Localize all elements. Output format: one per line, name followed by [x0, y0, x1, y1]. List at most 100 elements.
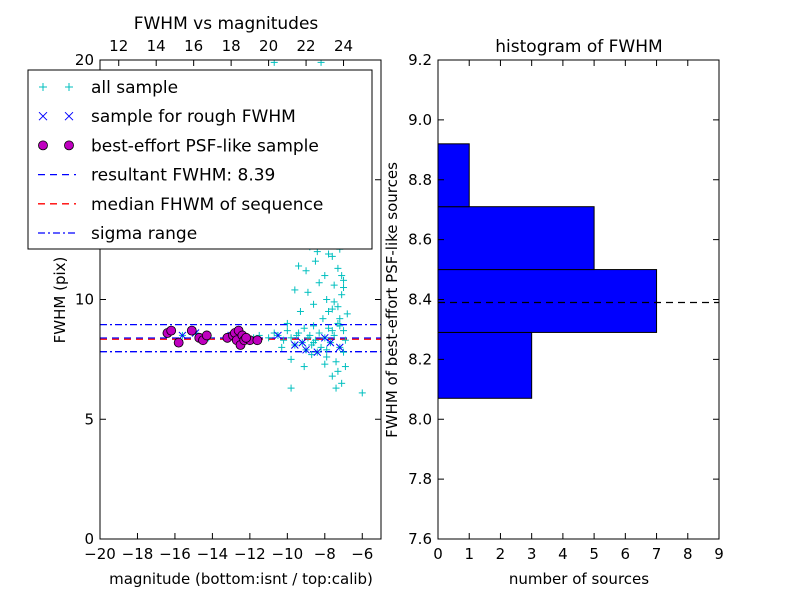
all-sample-point: [321, 272, 329, 280]
left-x-tick-label: −18: [122, 545, 154, 563]
legend-label: all sample: [91, 78, 178, 98]
all-sample-point: [283, 327, 291, 335]
all-sample-point: [287, 384, 295, 392]
legend-label: median FHWM of sequence: [91, 195, 323, 215]
left-top-tick-label: 18: [222, 37, 241, 55]
right-x-tick-label: 6: [621, 545, 631, 563]
all-sample-point: [300, 324, 308, 332]
all-sample-point: [287, 355, 295, 363]
right-y-tick-label: 8.0: [408, 410, 432, 428]
right-axis-ticks: 0 1 2 3 4 5 6 7 8 9 7.6 7.8 8.0 8.2 8.4 8.6 8.8 9.0 9.2: [408, 51, 724, 563]
all-sample-point: [332, 384, 340, 392]
psf-like-point: [173, 337, 184, 348]
rough-fwhm-point: [335, 343, 344, 352]
right-histogram-panel: 0 1 2 3 4 5 6 7 8 9 7.6 7.8 8.0 8.2 8.4 8.6 8.8 9.0 9.2 hi…: [383, 37, 724, 588]
all-sample-point: [283, 319, 291, 327]
left-y-tick-label: 0: [84, 530, 94, 548]
left-top-tick-label: 16: [184, 37, 203, 55]
all-sample-point: [343, 310, 351, 318]
all-sample-point: [319, 315, 327, 323]
left-axis-ticks: −20 −18 −16 −14 −12 −10 −8 −6 12 14 16 18 20 22 24 0 5 10…: [75, 37, 381, 563]
all-sample-point: [338, 379, 346, 387]
all-sample-point: [323, 353, 331, 361]
legend-entry: sample for rough FWHM: [38, 107, 296, 127]
psf-like-point: [252, 335, 263, 346]
histogram-bar: [438, 331, 533, 399]
all-sample-point: [328, 252, 336, 260]
legend-label: sigma range: [91, 224, 197, 244]
legend-entry: best-effort PSF-like sample: [38, 136, 319, 156]
right-y-tick-label: 9.0: [408, 111, 432, 129]
left-top-tick-label: 12: [109, 37, 128, 55]
right-x-tick-label: 0: [433, 545, 443, 563]
rough-fwhm-point: [313, 348, 322, 357]
all-sample-point: [323, 346, 331, 354]
all-sample-point: [310, 339, 318, 347]
left-x-tick-label: −8: [314, 545, 336, 563]
psf-like-point: [166, 325, 177, 336]
all-sample-point: [341, 363, 349, 371]
all-sample-point: [328, 372, 336, 380]
all-sample-point: [358, 389, 366, 397]
all-sample-point: [334, 303, 342, 311]
left-top-tick-label: 24: [334, 37, 353, 55]
rough-fwhm-point: [290, 341, 299, 349]
all-sample-point: [287, 334, 295, 342]
all-sample-point: [302, 267, 310, 275]
all-sample-point: [293, 331, 301, 339]
right-y-tick-label: 7.8: [408, 470, 432, 488]
all-sample-point: [336, 322, 344, 330]
histogram-bar: [438, 269, 658, 333]
right-x-axis-label: number of sources: [509, 570, 649, 588]
all-sample-point: [306, 331, 314, 339]
all-sample-point: [338, 291, 346, 299]
left-top-tick-label: 20: [259, 37, 278, 55]
right-y-tick-label: 8.2: [408, 350, 432, 368]
left-y-tick-label: 10: [75, 291, 94, 309]
left-top-tick-label: 14: [147, 37, 166, 55]
all-sample-point: [323, 296, 331, 303]
all-sample-point: [280, 336, 288, 344]
series-best-effort-psf-like-sample: [162, 325, 263, 350]
all-sample-point: [330, 298, 338, 306]
rough-fwhm-point: [274, 331, 282, 340]
legend-entry: resultant FWHM: 8.39: [38, 166, 275, 186]
all-sample-point: [308, 351, 316, 359]
all-sample-point: [310, 300, 318, 308]
all-sample-point: [328, 327, 336, 335]
rough-fwhm-point: [178, 331, 187, 340]
all-sample-point: [338, 272, 346, 280]
left-y-tick-label: 5: [84, 410, 94, 428]
left-x-tick-label: −20: [84, 545, 116, 563]
right-chart-title: histogram of FWHM: [495, 37, 662, 57]
right-y-tick-label: 8.6: [408, 231, 432, 249]
psf-like-point: [186, 325, 197, 336]
legend-entry: median FHWM of sequence: [38, 195, 323, 215]
left-x-axis-label: magnitude (bottom:isnt / top:calib): [109, 570, 373, 588]
all-sample-point: [334, 367, 342, 375]
left-x-tick-label: −10: [272, 545, 304, 563]
all-sample-point: [295, 262, 303, 270]
left-y-tick-label: 20: [75, 51, 94, 69]
histogram-bar: [438, 143, 470, 208]
right-x-tick-label: 1: [464, 545, 474, 563]
all-sample-point: [328, 305, 336, 313]
legend-marker: [38, 111, 48, 121]
all-sample-point: [304, 288, 312, 296]
right-y-tick-label: 9.2: [408, 51, 432, 69]
left-legend: all sample sample for rough FWHM best-effo…: [27, 69, 373, 250]
left-x-tick-label: −16: [159, 545, 191, 563]
all-sample-point: [334, 264, 342, 272]
right-x-tick-label: 2: [496, 545, 506, 563]
left-x-tick-label: −6: [351, 545, 373, 563]
left-data-points: [162, 60, 366, 397]
all-sample-point: [330, 331, 338, 339]
legend-marker: [64, 140, 74, 151]
all-sample-point: [325, 250, 333, 258]
rough-fwhm-point: [326, 338, 335, 347]
all-sample-point: [325, 324, 333, 332]
legend-label: resultant FWHM: 8.39: [91, 166, 275, 186]
rough-fwhm-point: [320, 333, 329, 342]
